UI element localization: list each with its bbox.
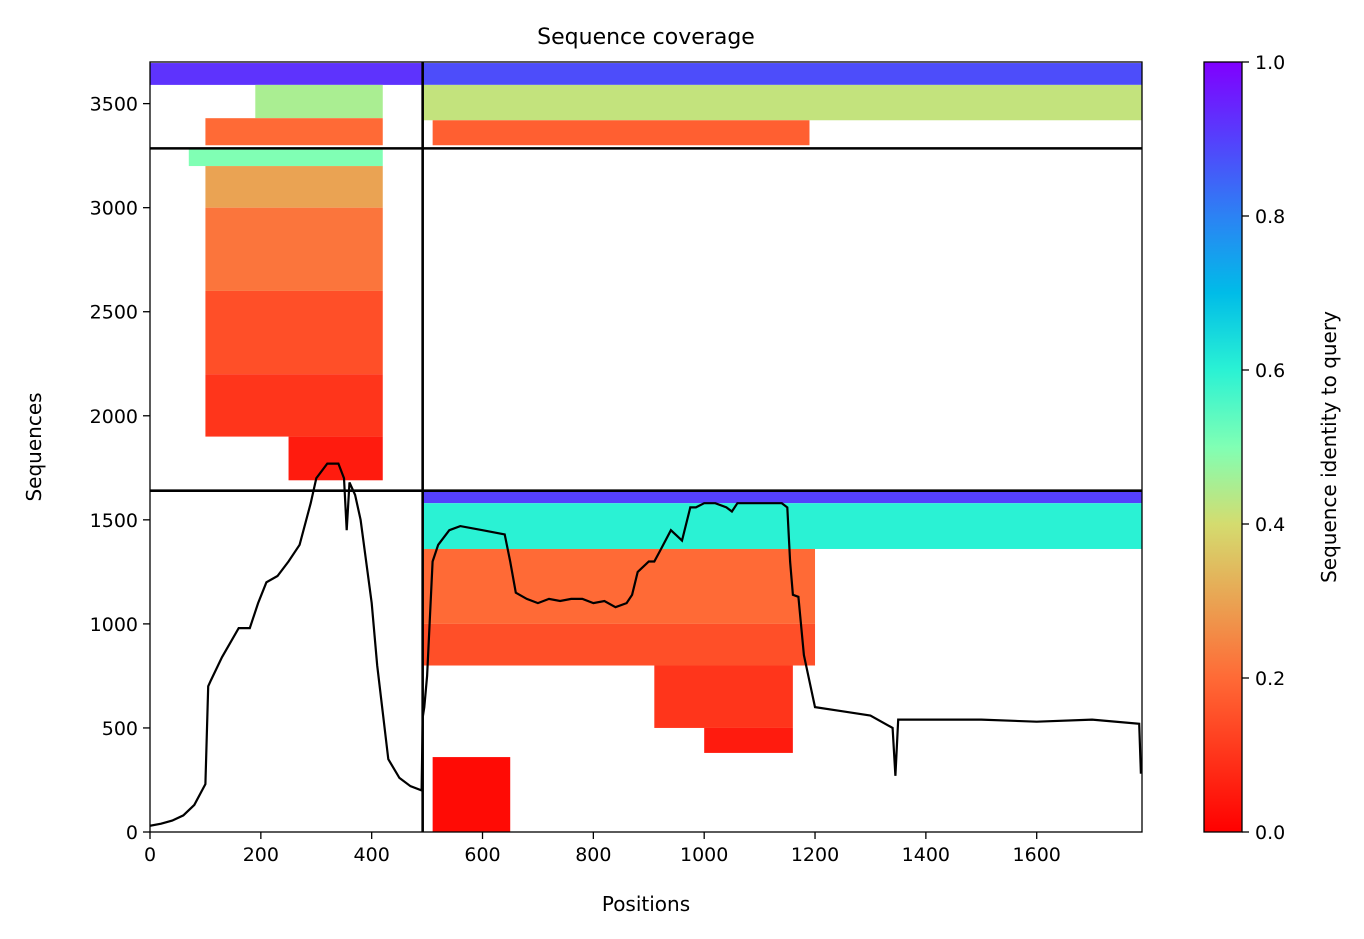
plot-frame xyxy=(149,61,1143,833)
colorbar-tick-label: 0.4 xyxy=(1255,514,1285,536)
coverage-block xyxy=(205,290,383,375)
x-tick-label: 0 xyxy=(144,844,156,866)
coverage-block xyxy=(422,490,1142,504)
coverage-block xyxy=(654,665,793,728)
colorbar-tick-label: 0.0 xyxy=(1255,822,1285,844)
y-axis-label: Sequences xyxy=(22,392,46,501)
coverage-block xyxy=(205,118,383,146)
colorbar xyxy=(1203,61,1243,833)
y-axis-ticks: 0 500 1000 1500 2000 2500 3000 3500 xyxy=(90,94,150,844)
coverage-block xyxy=(422,503,1142,549)
chart-title: Sequence coverage xyxy=(537,25,755,50)
coverage-block xyxy=(422,84,1142,121)
x-tick-label: 600 xyxy=(464,844,500,866)
colorbar-ticks: 0.0 0.2 0.4 0.6 0.8 1.0 xyxy=(1242,52,1285,844)
x-tick-label: 800 xyxy=(575,844,611,866)
chain-boundaries xyxy=(150,62,1142,832)
coverage-block xyxy=(205,207,383,291)
coverage-block xyxy=(432,757,511,832)
y-tick-label: 500 xyxy=(102,718,138,740)
colorbar-tick-label: 0.6 xyxy=(1255,360,1285,382)
x-tick-label: 1600 xyxy=(1013,844,1061,866)
x-axis-ticks: 0 200 400 600 800 1000 1200 1400 1600 xyxy=(144,832,1061,866)
x-tick-label: 400 xyxy=(354,844,390,866)
coverage-block xyxy=(288,436,383,481)
coverage-block xyxy=(422,623,816,666)
y-tick-label: 2000 xyxy=(90,406,138,428)
y-tick-label: 2500 xyxy=(90,302,138,324)
x-axis-label: Positions xyxy=(602,892,690,916)
coverage-block xyxy=(704,727,793,753)
y-tick-label: 1500 xyxy=(90,510,138,532)
coverage-block xyxy=(150,63,423,85)
coverage-blocks xyxy=(150,63,1142,832)
colorbar-label: Sequence identity to query xyxy=(1317,311,1341,583)
x-tick-label: 1200 xyxy=(791,844,839,866)
coverage-block xyxy=(205,166,383,208)
y-tick-label: 0 xyxy=(126,822,138,844)
coverage-line xyxy=(150,462,1142,827)
colorbar-tick-label: 0.8 xyxy=(1255,206,1285,228)
colorbar-tick-label: 0.2 xyxy=(1255,668,1285,690)
x-tick-label: 1400 xyxy=(902,844,950,866)
coverage-block xyxy=(205,374,383,437)
y-tick-label: 3500 xyxy=(90,94,138,116)
y-tick-label: 1000 xyxy=(90,614,138,636)
coverage-block xyxy=(255,84,383,119)
coverage-block xyxy=(422,63,1142,85)
coverage-block xyxy=(188,148,383,167)
y-tick-label: 3000 xyxy=(90,198,138,220)
x-tick-label: 1000 xyxy=(680,844,728,866)
coverage-block xyxy=(422,548,816,624)
x-tick-label: 200 xyxy=(243,844,279,866)
coverage-block xyxy=(432,120,810,146)
colorbar-tick-label: 1.0 xyxy=(1255,52,1285,74)
